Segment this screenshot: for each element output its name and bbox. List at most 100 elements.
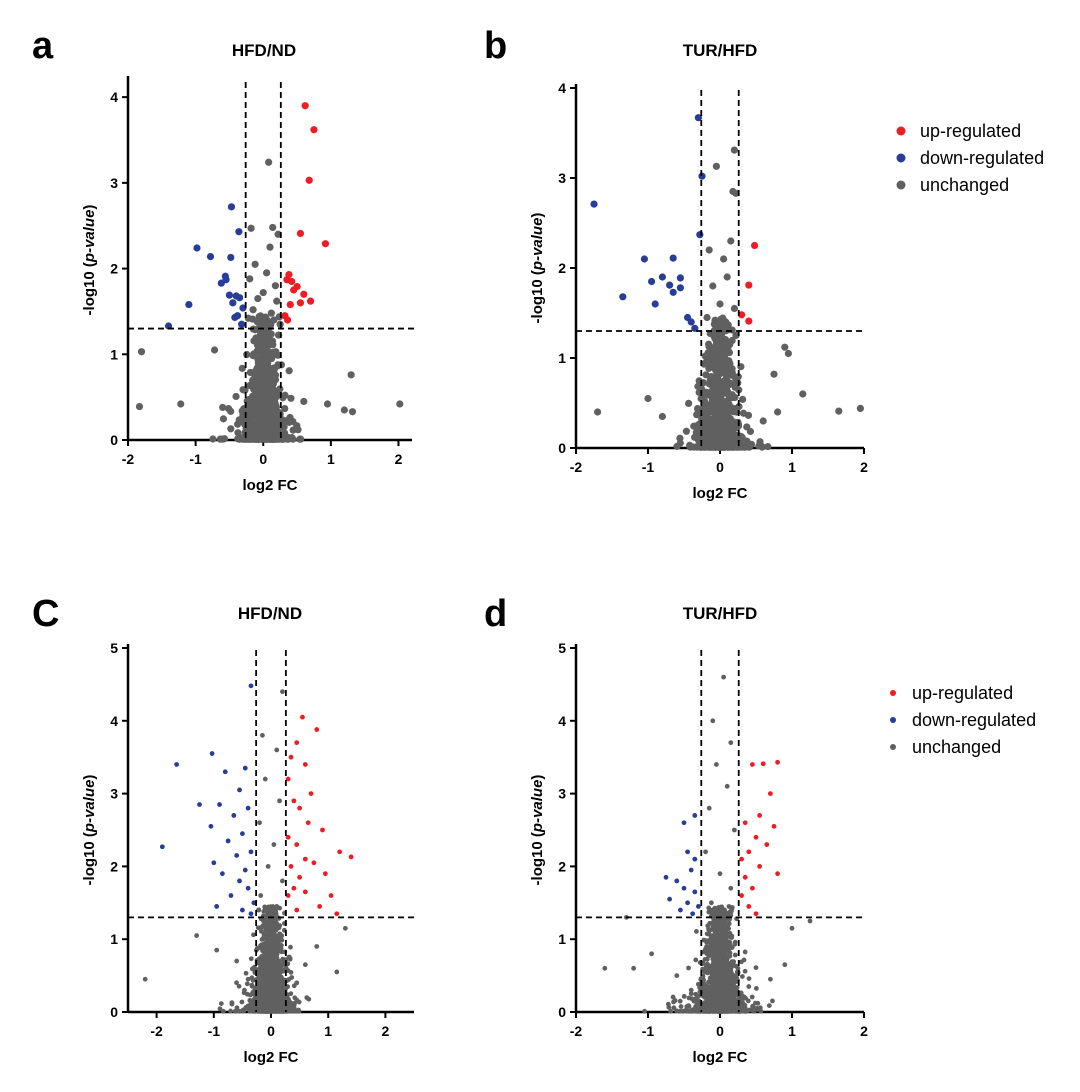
down-regulated-point [228,893,234,898]
legend-label: up-regulated [920,121,1021,141]
panel-letter: b [484,25,507,67]
unchanged-point [674,1008,680,1014]
unchanged-point [784,349,793,358]
unchanged-point [219,403,227,412]
unchanged-point [323,400,332,408]
down-regulated-point [227,253,235,262]
legend-marker [890,690,896,696]
unchanged-point [739,395,747,403]
down-regulated-point [681,885,687,891]
unchanged-point [707,372,716,381]
unchanged-point [733,1002,739,1008]
unchanged-point [759,417,767,425]
up-regulated-point [337,849,343,855]
unchanged-point [726,1008,731,1014]
unchanged-point [686,965,691,971]
down-regulated-point [248,911,254,917]
unchanged-point [717,871,723,877]
unchanged-point [348,408,357,416]
up-regulated-point [745,281,753,289]
unchanged-point [720,910,725,916]
unchanged-point [693,957,699,963]
unchanged-point [244,991,250,997]
unchanged-point [700,360,708,368]
unchanged-point [707,989,712,995]
unchanged-point [280,956,286,962]
unchanged-point [731,988,737,994]
unchanged-point [710,993,716,999]
unchanged-point [685,399,693,408]
x-tick-label: -2 [150,1023,163,1039]
panel-letter: a [32,25,54,67]
unchanged-point [721,920,727,925]
panel-letter: C [32,593,59,635]
unchanged-point [694,430,703,438]
unchanged-point [269,435,277,443]
up-regulated-point [746,904,752,909]
up-regulated-point [291,885,297,891]
unchanged-point [704,956,710,962]
unchanged-point [749,994,755,1000]
unchanged-point [267,330,275,338]
y-tick-label: 3 [558,786,566,802]
x-axis-label: log2 FC [693,1049,748,1066]
unchanged-point [263,966,269,972]
unchanged-point [724,411,732,419]
unchanged-point [714,911,720,917]
unchanged-point [272,403,280,411]
unchanged-point [296,435,305,443]
unchanged-point [257,327,266,336]
unchanged-point [718,956,724,961]
y-tick-label: 5 [558,640,566,656]
unchanged-point [726,1002,732,1008]
unchanged-point [742,1002,748,1008]
unchanged-point [668,1008,674,1014]
unchanged-point [263,269,271,277]
unchanged-point [739,959,744,965]
unchanged-point [727,428,735,436]
series-down-regulated [159,683,257,917]
unchanged-point [719,946,725,952]
unchanged-point [250,411,258,420]
up-regulated-point [739,893,744,898]
unchanged-point [719,983,725,989]
up-regulated-point [294,740,300,746]
unchanged-point [267,309,275,317]
unchanged-point [594,408,602,416]
unchanged-point [220,1008,226,1014]
x-tick-label: 2 [382,1023,390,1039]
down-regulated-point [692,813,698,818]
unchanged-point [713,984,719,990]
unchanged-point [739,409,748,417]
up-regulated-point [296,229,305,238]
unchanged-point [723,969,729,975]
unchanged-point [733,963,739,969]
unchanged-point [602,965,608,971]
unchanged-point [277,972,282,977]
up-regulated-point [750,885,755,891]
unchanged-point [248,956,254,962]
unchanged-point [732,827,737,833]
unchanged-point [255,975,261,981]
panel-title: HFD/ND [238,604,302,623]
legend-label: unchanged [912,737,1001,757]
y-axis-label: -log10 (p-value) [529,775,546,886]
series-down-regulated [590,114,706,332]
unchanged-point [267,424,276,432]
unchanged-point [721,940,727,946]
unchanged-point [706,905,712,911]
down-regulated-point [229,299,237,307]
unchanged-point [726,981,732,987]
unchanged-point [689,1008,695,1014]
unchanged-point [246,275,254,283]
unchanged-point [728,369,736,377]
down-regulated-point [648,277,656,286]
down-regulated-point [235,294,244,302]
unchanged-point [729,959,735,965]
unchanged-point [671,1005,677,1011]
unchanged-point [340,406,348,414]
down-regulated-point [211,860,217,866]
down-regulated-point [206,252,215,261]
legend-marker [896,180,906,190]
